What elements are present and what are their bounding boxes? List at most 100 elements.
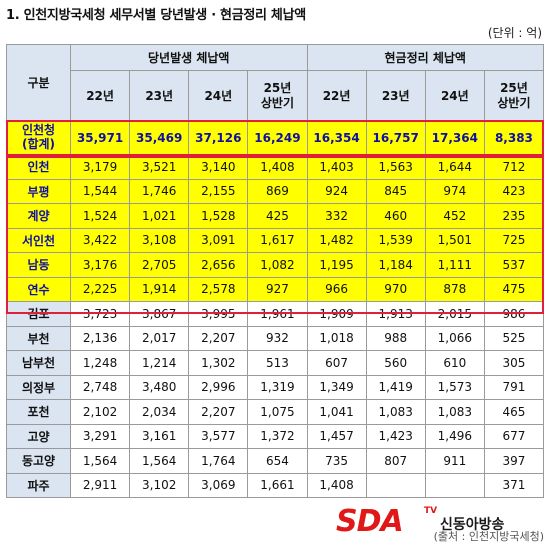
table-cell: 607 [306, 350, 367, 376]
table-cell: 3,867 [129, 301, 190, 327]
table-cell: 2,996 [188, 374, 249, 400]
table-cell: 1,564 [129, 448, 190, 474]
table-cell: 735 [306, 448, 367, 474]
row-name: 동고양 [6, 448, 71, 474]
table-cell: 927 [247, 276, 308, 302]
table-cell: 932 [247, 325, 308, 351]
table-cell: 2,207 [188, 325, 249, 351]
table-row: 부평 1,544 1,746 2,155 869 924 845 974 423 [6, 178, 545, 204]
table-cell [365, 472, 426, 498]
table-cell: 1,195 [306, 252, 367, 278]
table-cell: 1,403 [306, 154, 367, 180]
table-cell: 371 [483, 472, 545, 498]
table-cell: 1,111 [424, 252, 485, 278]
table-cell: 3,723 [69, 301, 131, 327]
year-header: 24년 [188, 70, 249, 121]
table-cell: 869 [247, 178, 308, 204]
table-row: 부천 2,136 2,017 2,207 932 1,018 988 1,066 525 [6, 325, 545, 351]
table-cell: 423 [483, 178, 545, 204]
table-row: 남동 3,176 2,705 2,656 1,082 1,195 1,184 1,111 537 [6, 252, 545, 278]
table-cell: 16,757 [365, 120, 426, 155]
year-header: 24년 [424, 70, 485, 121]
row-name-line: (합계) [21, 136, 56, 151]
table-cell: 560 [365, 350, 426, 376]
table-cell: 610 [424, 350, 485, 376]
table-cell: 807 [365, 448, 426, 474]
table-cell: 1,544 [69, 178, 131, 204]
table-cell: 1,021 [129, 203, 190, 229]
table-cell: 988 [365, 325, 426, 351]
table-cell: 1,419 [365, 374, 426, 400]
year-header-line: 25년 [500, 80, 528, 95]
table-cell: 654 [247, 448, 308, 474]
page-title: 1. 인천지방국세청 세무서별 당년발생 · 현금정리 체납액 [6, 8, 306, 23]
table-cell: 1,302 [188, 350, 249, 376]
table-cell: 2,102 [69, 399, 131, 425]
arrears-table: 구분 당년발생 체납액 현금정리 체납액 22년 23년 24년 25년 상반기 22년 2… [6, 44, 545, 498]
row-name: 포천 [6, 399, 71, 425]
table-cell: 3,521 [129, 154, 190, 180]
table-cell: 1,644 [424, 154, 485, 180]
table-cell: 1,539 [365, 227, 426, 253]
table-row: 서인천 3,422 3,108 3,091 1,617 1,482 1,539 1,501 72… [6, 227, 545, 253]
table-cell: 35,971 [69, 120, 131, 155]
row-name: 계양 [6, 203, 71, 229]
table-row: 파주 2,911 3,102 3,069 1,661 1,408 371 [6, 472, 545, 498]
table-cell: 1,372 [247, 423, 308, 449]
table-cell: 8,383 [483, 120, 545, 155]
table-cell: 3,140 [188, 154, 249, 180]
table-cell: 1,018 [306, 325, 367, 351]
table-cell: 3,480 [129, 374, 190, 400]
table-cell: 986 [483, 301, 545, 327]
table-cell: 2,207 [188, 399, 249, 425]
year-header: 23년 [365, 70, 426, 121]
table-cell: 970 [365, 276, 426, 302]
table-cell: 3,176 [69, 252, 131, 278]
table-row: 동고양 1,564 1,564 1,764 654 735 807 911 397 [6, 448, 545, 474]
table-cell: 1,909 [306, 301, 367, 327]
table-cell: 3,161 [129, 423, 190, 449]
table-cell: 2,705 [129, 252, 190, 278]
table-cell: 1,184 [365, 252, 426, 278]
table-cell: 1,564 [69, 448, 131, 474]
table-row: 인천 3,179 3,521 3,140 1,408 1,403 1,563 1,644 712 [6, 154, 545, 180]
table-cell: 1,482 [306, 227, 367, 253]
corner-header: 구분 [6, 44, 71, 121]
table-cell: 332 [306, 203, 367, 229]
table-cell: 1,457 [306, 423, 367, 449]
year-header: 25년 상반기 [483, 70, 545, 121]
source-note: (출처 : 인천지방국세청) [433, 530, 544, 543]
year-header-line: 25년 [263, 80, 292, 95]
table-cell: 3,577 [188, 423, 249, 449]
table-cell: 924 [306, 178, 367, 204]
table-cell: 845 [365, 178, 426, 204]
table-cell: 2,656 [188, 252, 249, 278]
table-cell: 3,995 [188, 301, 249, 327]
row-name: 남부천 [6, 350, 71, 376]
table-cell: 1,524 [69, 203, 131, 229]
table-cell: 1,075 [247, 399, 308, 425]
total-row: 인천청 (합계) 35,971 35,469 37,126 16,249 16,354 16,… [6, 120, 545, 155]
table-cell: 3,291 [69, 423, 131, 449]
row-name: 남동 [6, 252, 71, 278]
table-cell: 1,319 [247, 374, 308, 400]
row-name: 의정부 [6, 374, 71, 400]
table-cell: 974 [424, 178, 485, 204]
year-header: 22년 [69, 70, 131, 121]
table-cell: 452 [424, 203, 485, 229]
year-header-line: 상반기 [260, 95, 294, 110]
table-cell: 1,248 [69, 350, 131, 376]
table-cell: 1,563 [365, 154, 426, 180]
table-cell: 677 [483, 423, 545, 449]
year-header: 23년 [129, 70, 190, 121]
table-row: 연수 2,225 1,914 2,578 927 966 970 878 475 [6, 276, 545, 302]
table-cell: 3,179 [69, 154, 131, 180]
header-row-groups: 구분 당년발생 체납액 현금정리 체납액 [6, 44, 544, 121]
unit-label: (단위 : 억) [487, 26, 542, 40]
table-cell: 966 [306, 276, 367, 302]
table-cell: 2,136 [69, 325, 131, 351]
table-cell: 1,408 [306, 472, 367, 498]
table-cell: 1,214 [129, 350, 190, 376]
table-row: 의정부 2,748 3,480 2,996 1,319 1,349 1,419 1,573 79… [6, 374, 545, 400]
table-cell: 3,091 [188, 227, 249, 253]
